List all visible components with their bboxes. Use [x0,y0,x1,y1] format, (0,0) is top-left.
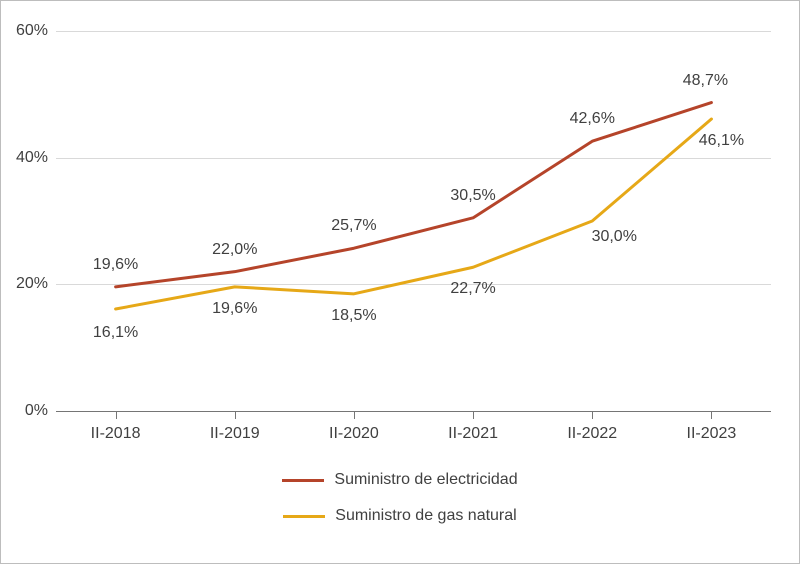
x-tick-mark [235,411,236,419]
plot-area: II-2018II-2019II-2020II-2021II-2022II-20… [56,31,771,411]
data-label-electricidad: 48,7% [683,72,728,90]
x-tick-label: II-2020 [329,425,379,443]
x-tick-label: II-2021 [448,425,498,443]
x-tick-mark [116,411,117,419]
data-label-electricidad: 19,6% [93,256,138,274]
x-tick-mark [592,411,593,419]
x-tick-label: II-2019 [210,425,260,443]
x-tick-mark [473,411,474,419]
data-label-electricidad: 25,7% [331,217,376,235]
data-label-gas: 16,1% [93,324,138,342]
series-line-gas [116,119,712,309]
gridline [56,411,771,412]
line-layer [56,31,771,411]
x-tick-label: II-2018 [91,425,141,443]
data-label-gas: 30,0% [592,228,637,246]
x-tick-mark [711,411,712,419]
x-tick-mark [354,411,355,419]
legend-swatch [283,515,325,518]
data-label-gas: 22,7% [450,280,495,298]
x-tick-label: II-2022 [567,425,617,443]
chart-frame: II-2018 II-2019 II-2020 II-2021 II-2022 II-20… [0,0,800,564]
legend-swatch [282,479,324,482]
data-label-gas: 46,1% [699,132,744,150]
legend-label: Suministro de electricidad [334,471,517,489]
y-tick-label: 0% [25,402,48,420]
data-label-electricidad: 30,5% [450,187,495,205]
data-label-electricidad: 22,0% [212,241,257,259]
legend-item-gas: Suministro de gas natural [283,507,516,525]
x-tick-label: II-2023 [687,425,737,443]
legend-label: Suministro de gas natural [335,507,516,525]
data-label-gas: 18,5% [331,307,376,325]
legend-item-electricidad: Suministro de electricidad [282,471,517,489]
data-label-gas: 19,6% [212,300,257,318]
y-tick-label: 20% [16,275,48,293]
y-tick-label: 40% [16,149,48,167]
legend: Suministro de electricidad Suministro de … [1,471,799,525]
data-label-electricidad: 42,6% [570,110,615,128]
y-tick-label: 60% [16,22,48,40]
